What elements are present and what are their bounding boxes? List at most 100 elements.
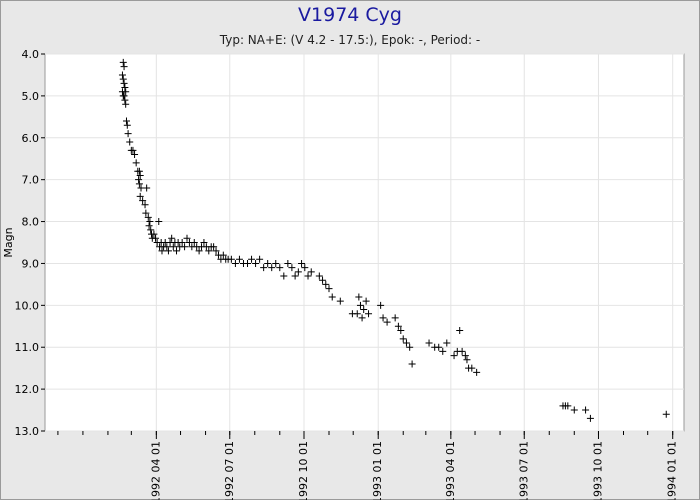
data-point [301, 264, 309, 272]
data-point [143, 184, 151, 192]
data-point [158, 247, 166, 255]
data-point [123, 121, 131, 129]
data-point [456, 326, 464, 334]
data-point [443, 339, 451, 347]
y-tick-label: 7.0 [22, 174, 40, 187]
y-tick-label: 8.0 [22, 216, 40, 229]
data-point [362, 297, 370, 305]
data-point [284, 259, 292, 267]
data-point [256, 255, 264, 263]
data-point [121, 96, 129, 104]
data-point [260, 264, 268, 272]
x-tick-label: 1993 10 01 [591, 441, 604, 500]
data-point [136, 171, 144, 179]
data-point [402, 339, 410, 347]
data-point [212, 247, 220, 255]
y-tick-label: 9.0 [22, 257, 40, 270]
data-point [356, 301, 364, 309]
y-tick-label: 10.0 [15, 299, 40, 312]
data-point [155, 218, 163, 226]
data-point [132, 159, 140, 167]
data-point [288, 264, 296, 272]
data-point [200, 239, 208, 246]
data-point [353, 310, 361, 318]
data-point [662, 410, 670, 418]
data-point [315, 272, 323, 280]
data-point [458, 347, 466, 355]
data-point [142, 209, 150, 217]
data-point [183, 234, 191, 242]
data-point [135, 180, 143, 188]
data-point [136, 192, 144, 200]
data-point [397, 326, 405, 334]
data-point [147, 226, 155, 234]
data-point [146, 218, 154, 226]
data-point [319, 276, 327, 284]
data-point [219, 251, 227, 259]
data-point [276, 264, 284, 272]
data-point [399, 335, 407, 343]
y-tick-label: 12.0 [15, 383, 40, 396]
x-tick-label: 1993 07 01 [517, 441, 530, 500]
data-point [190, 239, 198, 246]
data-point [122, 117, 130, 125]
y-tick-label: 13.0 [15, 425, 40, 438]
data-point [425, 339, 433, 347]
data-point [205, 247, 213, 255]
chart-title: V1974 Cyg [298, 4, 402, 26]
data-point [461, 352, 469, 360]
data-point [586, 414, 594, 422]
y-tick-label: 5.0 [22, 90, 40, 103]
data-point [135, 176, 143, 184]
data-points [118, 58, 670, 422]
data-point [168, 234, 176, 242]
data-point [144, 213, 152, 221]
data-point [280, 272, 288, 280]
data-point [122, 100, 130, 108]
data-point [131, 151, 139, 159]
data-point [252, 259, 260, 267]
data-point [163, 243, 171, 251]
x-tick-label: 1992 07 01 [223, 441, 236, 500]
y-tick-label: 11.0 [15, 341, 40, 354]
x-tick-label: 1993 04 01 [444, 441, 457, 500]
data-point [473, 368, 481, 376]
data-point [141, 201, 149, 209]
data-point [121, 84, 129, 92]
data-point [294, 268, 302, 276]
data-point [322, 280, 330, 288]
x-tick-label: 1994 01 01 [666, 441, 679, 500]
data-point [360, 306, 368, 314]
data-point [325, 285, 333, 293]
data-point [248, 255, 256, 263]
plot-area [44, 53, 685, 432]
data-point [126, 138, 134, 146]
data-point [272, 259, 280, 267]
data-point [304, 272, 312, 280]
data-point [122, 88, 130, 96]
axes: 4.0 5.0 6.0 7.0 8.0 9.0 10.0 11.0 12.0 13.0 1992 0… [15, 48, 679, 500]
data-point [298, 259, 306, 267]
data-point [231, 259, 239, 267]
chart-subtitle: Typ: NA+E: (V 4.2 - 17.5:), Epok: -, Per… [219, 33, 481, 47]
data-point [235, 255, 243, 263]
data-point [582, 406, 590, 414]
data-point [394, 322, 402, 330]
grid-lines [45, 53, 684, 432]
data-point [307, 268, 315, 276]
data-point [264, 259, 272, 267]
data-point [377, 301, 385, 309]
data-point [435, 343, 443, 351]
data-point [450, 352, 458, 360]
x-tick-label: 1993 01 01 [371, 441, 384, 500]
data-point [118, 71, 126, 79]
data-point [355, 293, 363, 301]
data-point [391, 314, 399, 322]
data-point [120, 79, 128, 87]
data-point [365, 310, 373, 318]
y-tick-label: 6.0 [22, 132, 40, 145]
data-point [463, 356, 471, 364]
data-point [408, 360, 416, 368]
data-point [178, 239, 186, 246]
